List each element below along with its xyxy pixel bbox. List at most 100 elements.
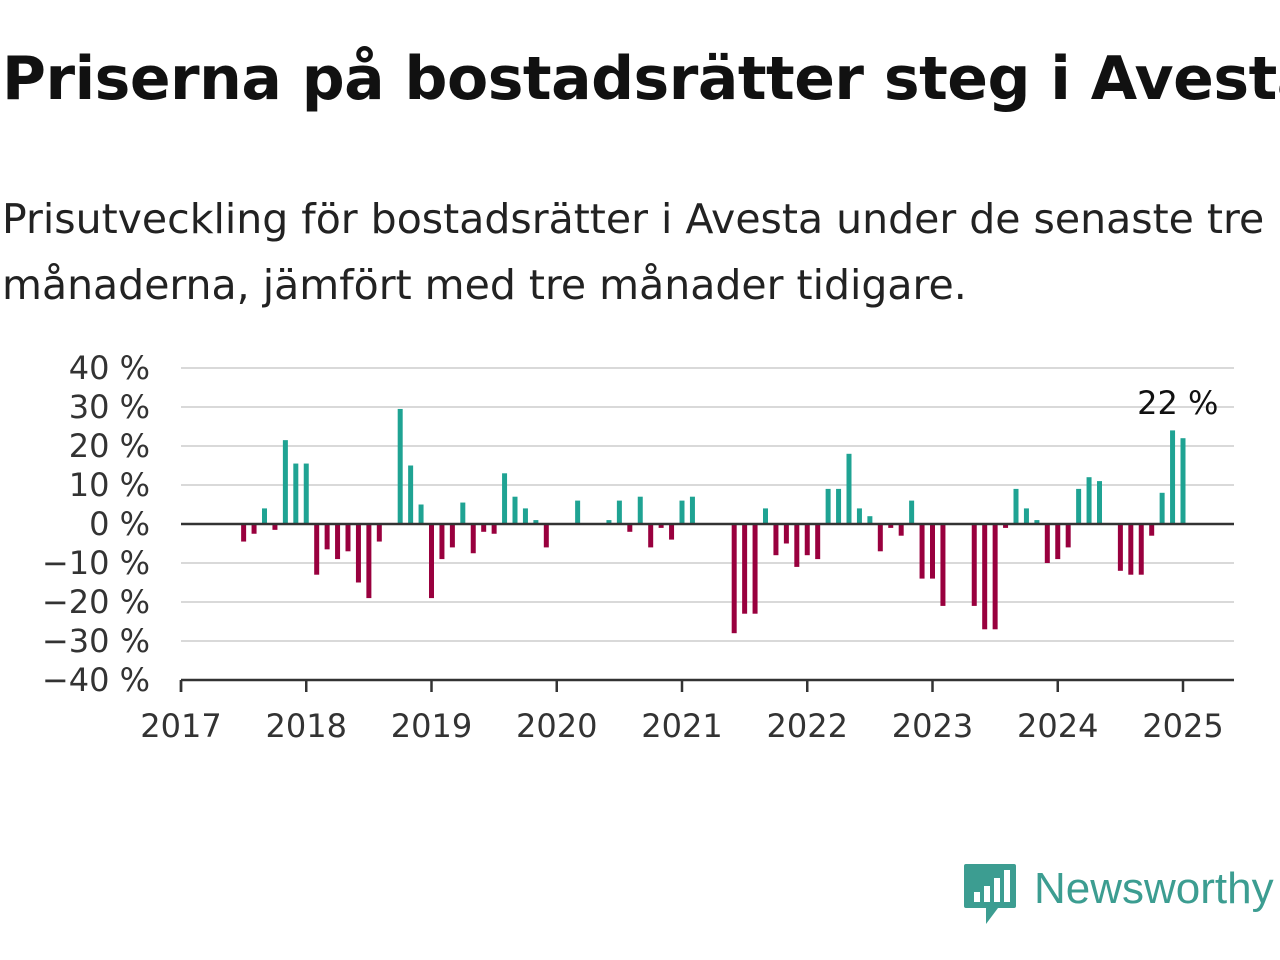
bar [408,465,414,524]
bar [679,500,685,524]
y-tick-label: 20 % [69,427,150,465]
bar [856,508,862,524]
bar [1023,508,1029,524]
bar [867,516,873,524]
x-tick-label: 2023 [892,707,973,745]
bar [376,524,382,542]
y-tick-label: −20 % [42,583,150,621]
bar-chart: −40 %−30 %−20 %−10 %0 %10 %20 %30 %40 % … [42,349,1234,745]
bar [293,463,299,524]
bar [888,524,894,528]
x-tick-label: 2019 [391,707,472,745]
bar [345,524,351,552]
bar [491,524,497,534]
chart-subtitle: Prisutveckling för bostadsrätter i Avest… [2,195,1265,309]
bar [241,524,247,542]
bar [898,524,904,536]
bar [1076,488,1082,524]
bar [982,524,988,630]
bar [742,524,748,614]
bar [481,524,487,532]
bar [282,440,288,524]
grid-lines [181,367,1234,642]
x-tick-label: 2020 [516,707,597,745]
newsworthy-logo-icon [964,864,1016,924]
bar [439,524,445,560]
bar [627,524,633,532]
bar [971,524,977,606]
bar [418,504,424,524]
bar [512,496,518,524]
bar [1013,488,1019,524]
x-axis-ticks: 2017 2018 2019 2020 2021 2022 2023 2024 2025 [140,680,1224,745]
bar [522,508,528,524]
y-tick-label: 10 % [69,466,150,504]
bar [658,524,664,528]
bar [752,524,758,614]
bar [1003,524,1009,528]
bar [940,524,946,606]
bar [616,500,622,524]
y-axis-ticks: −40 %−30 %−20 %−10 %0 %10 %20 %30 %40 % [42,349,150,699]
bar [773,524,779,556]
x-tick-label: 2021 [641,707,722,745]
bar [335,524,341,560]
bar [324,524,330,550]
bar [303,463,309,524]
bar [846,453,852,524]
bar [460,502,466,524]
y-tick-label: 0 % [89,505,150,543]
bar [606,520,612,524]
bar [815,524,821,560]
bar [429,524,434,599]
bar [930,524,935,579]
x-tick-label: 2024 [1017,707,1098,745]
bar [794,524,800,567]
x-tick-label: 2018 [266,707,347,745]
bar [1128,524,1134,575]
bar [397,408,403,524]
bar [1159,492,1165,524]
bar [731,524,737,634]
bar [533,520,539,524]
bar [1044,524,1050,563]
bar [272,524,278,530]
bar [689,496,695,524]
bar [669,524,675,540]
annotations: 22 % [1137,384,1218,422]
bar [366,524,372,599]
bar [470,524,476,554]
bar [251,524,257,534]
annotation-label: 22 % [1137,384,1218,422]
bar [1180,438,1186,524]
bar [1055,524,1061,560]
x-tick-label: 2025 [1142,707,1223,745]
bar [783,524,789,544]
x-tick-label: 2017 [140,707,221,745]
bars [241,408,1186,634]
bar [314,524,320,575]
bar [1097,481,1102,524]
chart-title: Priserna på bostadsrätter steg i Avesta [2,44,1280,114]
bar [1117,524,1123,571]
bar [1086,477,1092,524]
y-tick-label: −10 % [42,544,150,582]
bar [825,488,831,524]
bar [575,500,581,524]
brand-name: Newsworthy [1034,864,1274,913]
bar [919,524,925,579]
bar [1034,520,1040,524]
bar [449,524,455,548]
bar [648,524,654,548]
bar [992,524,998,630]
bar [1149,524,1155,536]
y-tick-label: 40 % [69,349,150,387]
y-tick-label: −40 % [42,661,150,699]
bar [637,496,643,524]
bar [1138,524,1144,575]
bar [909,500,915,524]
bar [804,524,810,556]
bar [355,524,361,583]
bar [1170,430,1176,524]
x-tick-label: 2022 [767,707,848,745]
